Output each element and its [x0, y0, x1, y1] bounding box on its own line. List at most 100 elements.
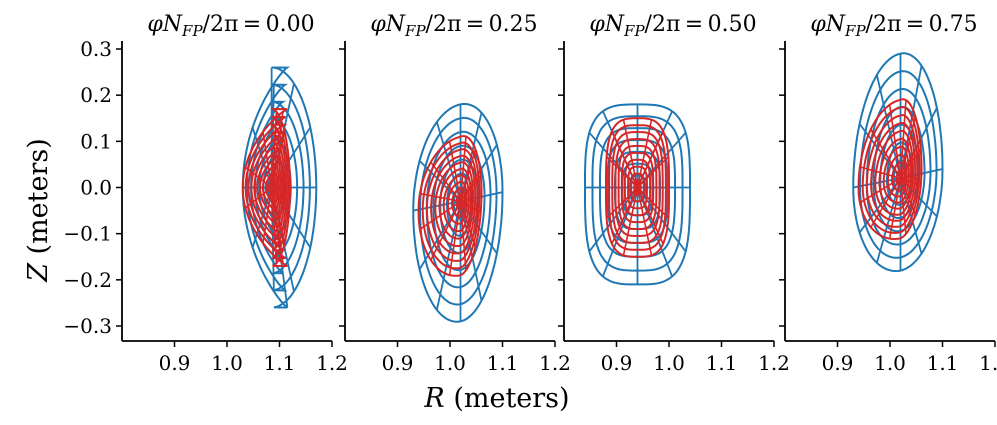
blue-poloidal-line — [876, 178, 902, 264]
red-flux-surface — [620, 151, 655, 224]
x-tick-label: 1.1 — [927, 351, 959, 375]
y-tick-label: −0.2 — [63, 268, 112, 292]
x-tick-label: 0.9 — [822, 351, 854, 375]
red-flux-surface — [886, 153, 908, 198]
red-poloidal-line — [622, 119, 639, 188]
red-flux-surface — [446, 180, 468, 225]
panel-title: φNFP/2π = 0.25 — [370, 12, 537, 40]
red-flux-surface — [244, 115, 290, 260]
red-poloidal-line — [899, 100, 907, 179]
y-tick-label: 0.3 — [80, 37, 112, 61]
x-axis-label: R (meters) — [423, 383, 569, 414]
red-flux-surface — [861, 106, 921, 234]
red-poloidal-line — [262, 131, 273, 188]
red-poloidal-line — [888, 104, 902, 179]
x-tick-label: 0.9 — [601, 351, 633, 375]
red-poloidal-line — [262, 187, 273, 244]
x-tick-label: 1.1 — [706, 351, 738, 375]
red-poloidal-line — [270, 187, 286, 244]
red-poloidal-line — [270, 187, 284, 264]
y-tick-label: 0.2 — [80, 83, 112, 107]
red-poloidal-line — [244, 166, 273, 189]
red-poloidal-line — [900, 177, 922, 186]
red-flux-surface — [630, 172, 645, 203]
red-flux-surface — [442, 174, 470, 233]
red-poloidal-line — [419, 192, 461, 203]
red-flux-surface — [617, 144, 658, 231]
red-flux-surface — [878, 137, 912, 210]
red-poloidal-line — [459, 201, 467, 271]
x-tick-label: 1.0 — [874, 351, 906, 375]
x-tick-label: 1.1 — [264, 351, 296, 375]
x-tick-label: 0.9 — [382, 351, 414, 375]
red-flux-surface — [623, 158, 652, 217]
red-poloidal-line — [271, 166, 290, 189]
red-poloidal-line — [430, 200, 462, 261]
red-flux-surface — [421, 141, 481, 270]
red-poloidal-line — [459, 175, 482, 202]
x-tick-label: 1.2 — [539, 351, 571, 375]
red-flux-surface — [241, 108, 291, 267]
red-flux-surface — [870, 122, 917, 222]
red-poloidal-line — [870, 177, 902, 228]
red-poloidal-line — [271, 186, 290, 209]
x-tick-label: 1.2 — [758, 351, 790, 375]
red-poloidal-line — [606, 156, 639, 189]
red-poloidal-line — [636, 119, 653, 188]
red-flux-surface — [614, 137, 661, 238]
red-poloidal-line — [636, 187, 653, 256]
y-tick-label: 0.0 — [80, 176, 112, 200]
red-flux-surface — [874, 129, 915, 216]
x-tick-label: 1.0 — [211, 351, 243, 375]
red-flux-surface — [434, 161, 475, 247]
red-flux-surface — [430, 154, 477, 255]
red-flux-surface — [882, 145, 910, 204]
panel-title: φNFP/2π = 0.75 — [810, 12, 977, 40]
red-flux-surface — [425, 148, 479, 262]
red-poloidal-line — [459, 136, 467, 202]
red-poloidal-line — [430, 161, 462, 202]
x-tick-label: 1.2 — [979, 351, 997, 375]
red-poloidal-line — [622, 187, 639, 256]
red-poloidal-line — [244, 186, 273, 209]
red-poloidal-line — [899, 178, 907, 234]
red-poloidal-line — [459, 148, 477, 202]
blue-poloidal-line — [435, 201, 462, 311]
red-flux-surface — [857, 98, 923, 241]
panel-title: φNFP/2π = 0.50 — [589, 12, 756, 40]
red-poloidal-line — [270, 111, 278, 188]
red-poloidal-line — [636, 187, 664, 245]
red-poloidal-line — [888, 178, 902, 239]
red-poloidal-line — [859, 177, 901, 204]
red-poloidal-line — [899, 116, 917, 179]
red-poloidal-line — [270, 111, 284, 188]
red-poloidal-line — [636, 130, 664, 188]
y-tick-label: −0.3 — [63, 314, 112, 338]
red-flux-surface — [608, 124, 667, 251]
red-poloidal-line — [899, 148, 922, 179]
red-flux-surface — [417, 135, 483, 277]
red-flux-surface — [611, 131, 664, 244]
red-poloidal-line — [859, 166, 901, 180]
red-poloidal-line — [419, 200, 461, 231]
red-poloidal-line — [606, 186, 639, 219]
red-poloidal-line — [899, 177, 917, 215]
x-tick-label: 1.1 — [487, 351, 519, 375]
red-poloidal-line — [611, 130, 639, 188]
red-poloidal-line — [636, 186, 669, 219]
blue-poloidal-line — [602, 187, 639, 277]
y-axis-label: Z (meters) — [23, 138, 54, 283]
y-tick-label: 0.1 — [80, 129, 112, 153]
red-poloidal-line — [611, 187, 639, 245]
y-tick-label: −0.1 — [63, 222, 112, 246]
red-flux-surface — [451, 187, 466, 218]
x-tick-label: 1.2 — [316, 351, 348, 375]
red-flux-surface — [626, 165, 649, 210]
red-flux-surface — [865, 114, 919, 228]
panel-4: φNFP/2π = 0.75 0.9 1.0 1.1 1.2 — [779, 12, 997, 375]
blue-poloidal-line — [636, 187, 673, 277]
x-tick-label: 1.0 — [653, 351, 685, 375]
red-poloidal-line — [870, 128, 902, 179]
panel-title: φNFP/2π = 0.00 — [147, 12, 314, 40]
